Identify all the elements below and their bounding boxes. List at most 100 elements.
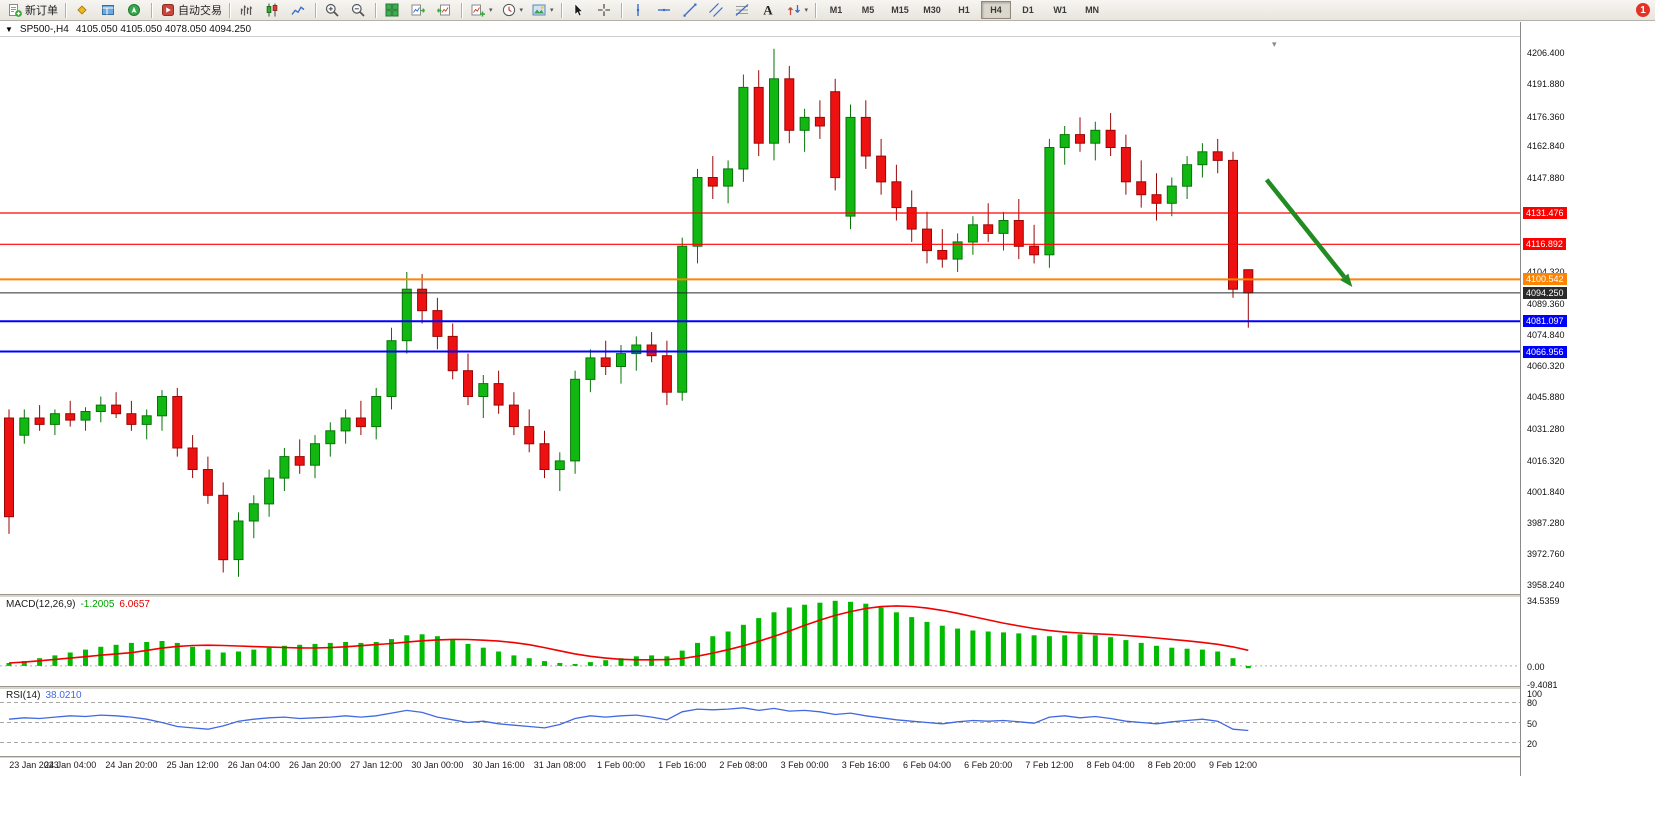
auto-scroll-button[interactable] bbox=[406, 0, 432, 20]
horizontal-line-button[interactable] bbox=[652, 0, 678, 20]
candles bbox=[4, 48, 1254, 577]
candle bbox=[769, 48, 779, 161]
chart-symbol-period: SP500-,H4 bbox=[19, 23, 69, 35]
chart-shift-button[interactable] bbox=[432, 0, 458, 20]
vertical-line-icon bbox=[630, 2, 646, 18]
candle bbox=[111, 392, 122, 418]
timeframe-m30-button[interactable]: M30 bbox=[923, 5, 941, 15]
candle bbox=[172, 387, 183, 457]
time-label: 8 Feb 20:00 bbox=[1147, 760, 1196, 770]
time-label: 26 Jan 04:00 bbox=[227, 760, 280, 770]
navigator-button[interactable] bbox=[122, 0, 148, 20]
timeframe-mn-button[interactable]: MN bbox=[1085, 5, 1100, 15]
price-chart[interactable] bbox=[0, 38, 1520, 594]
panel-splitter-macd[interactable] bbox=[0, 594, 1655, 597]
periods-button[interactable]: ▾ bbox=[497, 0, 528, 20]
text-tool-button[interactable]: A bbox=[756, 0, 782, 20]
timeframe-m1-button[interactable]: M1 bbox=[829, 5, 843, 15]
crosshair-button[interactable] bbox=[592, 0, 618, 20]
candlestick-chart-button[interactable] bbox=[260, 0, 286, 20]
market-watch-button[interactable] bbox=[70, 0, 96, 20]
candle bbox=[1197, 143, 1208, 178]
candle bbox=[814, 100, 825, 139]
candle bbox=[264, 469, 275, 517]
timeframe-h1-button[interactable]: H1 bbox=[958, 5, 970, 15]
price-badge-4081.097: 4081.097 bbox=[1523, 315, 1567, 328]
candle bbox=[524, 409, 535, 453]
candle bbox=[738, 74, 749, 182]
fibonacci-button[interactable] bbox=[730, 0, 756, 20]
vertical-line-button[interactable] bbox=[626, 0, 652, 20]
timeframe-h4-button[interactable]: H4 bbox=[981, 1, 1012, 19]
candle bbox=[585, 349, 596, 393]
toolbar-separator bbox=[151, 2, 153, 18]
candle bbox=[325, 422, 336, 457]
zoom-out-button[interactable] bbox=[346, 0, 372, 20]
candle bbox=[600, 340, 611, 375]
trendline-button[interactable] bbox=[678, 0, 704, 20]
candle bbox=[1136, 160, 1147, 208]
rsi-axis-label: 100 bbox=[1527, 689, 1543, 699]
bar-chart-button[interactable] bbox=[234, 0, 260, 20]
auto-trading-icon bbox=[160, 2, 176, 18]
channel-button[interactable] bbox=[704, 0, 730, 20]
new-order-button[interactable]: 新订单 bbox=[3, 0, 62, 20]
time-label: 24 Jan 04:00 bbox=[44, 760, 97, 770]
candle bbox=[723, 160, 734, 204]
time-label: 6 Feb 04:00 bbox=[902, 760, 952, 770]
rsi-panel[interactable] bbox=[0, 689, 1520, 756]
candle bbox=[554, 452, 565, 491]
candle bbox=[570, 370, 581, 474]
line-chart-icon bbox=[290, 2, 306, 18]
periods-icon bbox=[501, 2, 517, 18]
tile-windows-button[interactable] bbox=[380, 0, 406, 20]
candle bbox=[1090, 121, 1101, 161]
price-tick: 4001.840 bbox=[1527, 486, 1565, 497]
fibonacci-icon bbox=[734, 2, 750, 18]
macd-panel[interactable] bbox=[0, 597, 1520, 686]
candle bbox=[126, 400, 137, 431]
timeframe-w1-button[interactable]: W1 bbox=[1053, 5, 1067, 15]
candle bbox=[478, 375, 489, 418]
panel-splitter-rsi[interactable] bbox=[0, 686, 1655, 689]
price-axis[interactable]: 4206.400 4191.880 4176.360 4162.840 4147.880… bbox=[1520, 22, 1655, 776]
candle bbox=[95, 396, 106, 423]
notification-badge[interactable]: 1 bbox=[1636, 3, 1650, 17]
candle bbox=[661, 340, 672, 406]
auto-trading-button[interactable]: 自动交易 bbox=[156, 0, 226, 20]
timeframe-d1-button[interactable]: D1 bbox=[1022, 5, 1034, 15]
chart-collapse-icon[interactable]: ▼ bbox=[5, 24, 13, 34]
candle bbox=[4, 409, 14, 534]
candle bbox=[1120, 134, 1131, 195]
timeframe-m5-button[interactable]: M5 bbox=[861, 5, 875, 15]
cursor-button[interactable] bbox=[566, 0, 592, 20]
candle bbox=[386, 327, 397, 410]
time-label: 24 Jan 20:00 bbox=[105, 760, 158, 770]
time-label: 27 Jan 12:00 bbox=[350, 760, 403, 770]
candle bbox=[631, 336, 642, 371]
zoom-in-button[interactable] bbox=[320, 0, 346, 20]
candle bbox=[1105, 113, 1116, 157]
new-chart-button[interactable]: ▾ bbox=[466, 0, 497, 20]
price-badge-4094.250: 4094.250 bbox=[1523, 286, 1567, 299]
time-axis[interactable]: 23 Jan 2023 24 Jan 04:00 24 Jan 20:00 25 Ja… bbox=[0, 757, 1520, 776]
data-window-button[interactable] bbox=[96, 0, 122, 20]
arrows-button[interactable]: ▾ bbox=[782, 0, 813, 20]
time-label: 9 Feb 12:00 bbox=[1208, 760, 1258, 770]
timeframe-m15-button[interactable]: M15 bbox=[891, 5, 909, 15]
templates-button[interactable]: ▾ bbox=[527, 0, 558, 20]
candle bbox=[355, 400, 366, 436]
candle bbox=[371, 387, 382, 440]
candle bbox=[1059, 126, 1070, 165]
line-chart-button[interactable] bbox=[286, 0, 312, 20]
macd-main-value: -1.2005 bbox=[80, 599, 115, 610]
candle bbox=[1044, 138, 1055, 268]
trend-arrow[interactable] bbox=[1264, 178, 1353, 288]
price-tick: 4104.320 bbox=[1527, 266, 1565, 277]
candle bbox=[983, 203, 994, 242]
chart-shift-marker[interactable]: ▾ bbox=[1272, 39, 1277, 49]
price-tick: 4147.880 bbox=[1527, 173, 1565, 184]
market-watch-icon bbox=[74, 2, 90, 18]
macd-axis-label: -9.4081 bbox=[1527, 679, 1558, 690]
candle bbox=[401, 272, 412, 354]
